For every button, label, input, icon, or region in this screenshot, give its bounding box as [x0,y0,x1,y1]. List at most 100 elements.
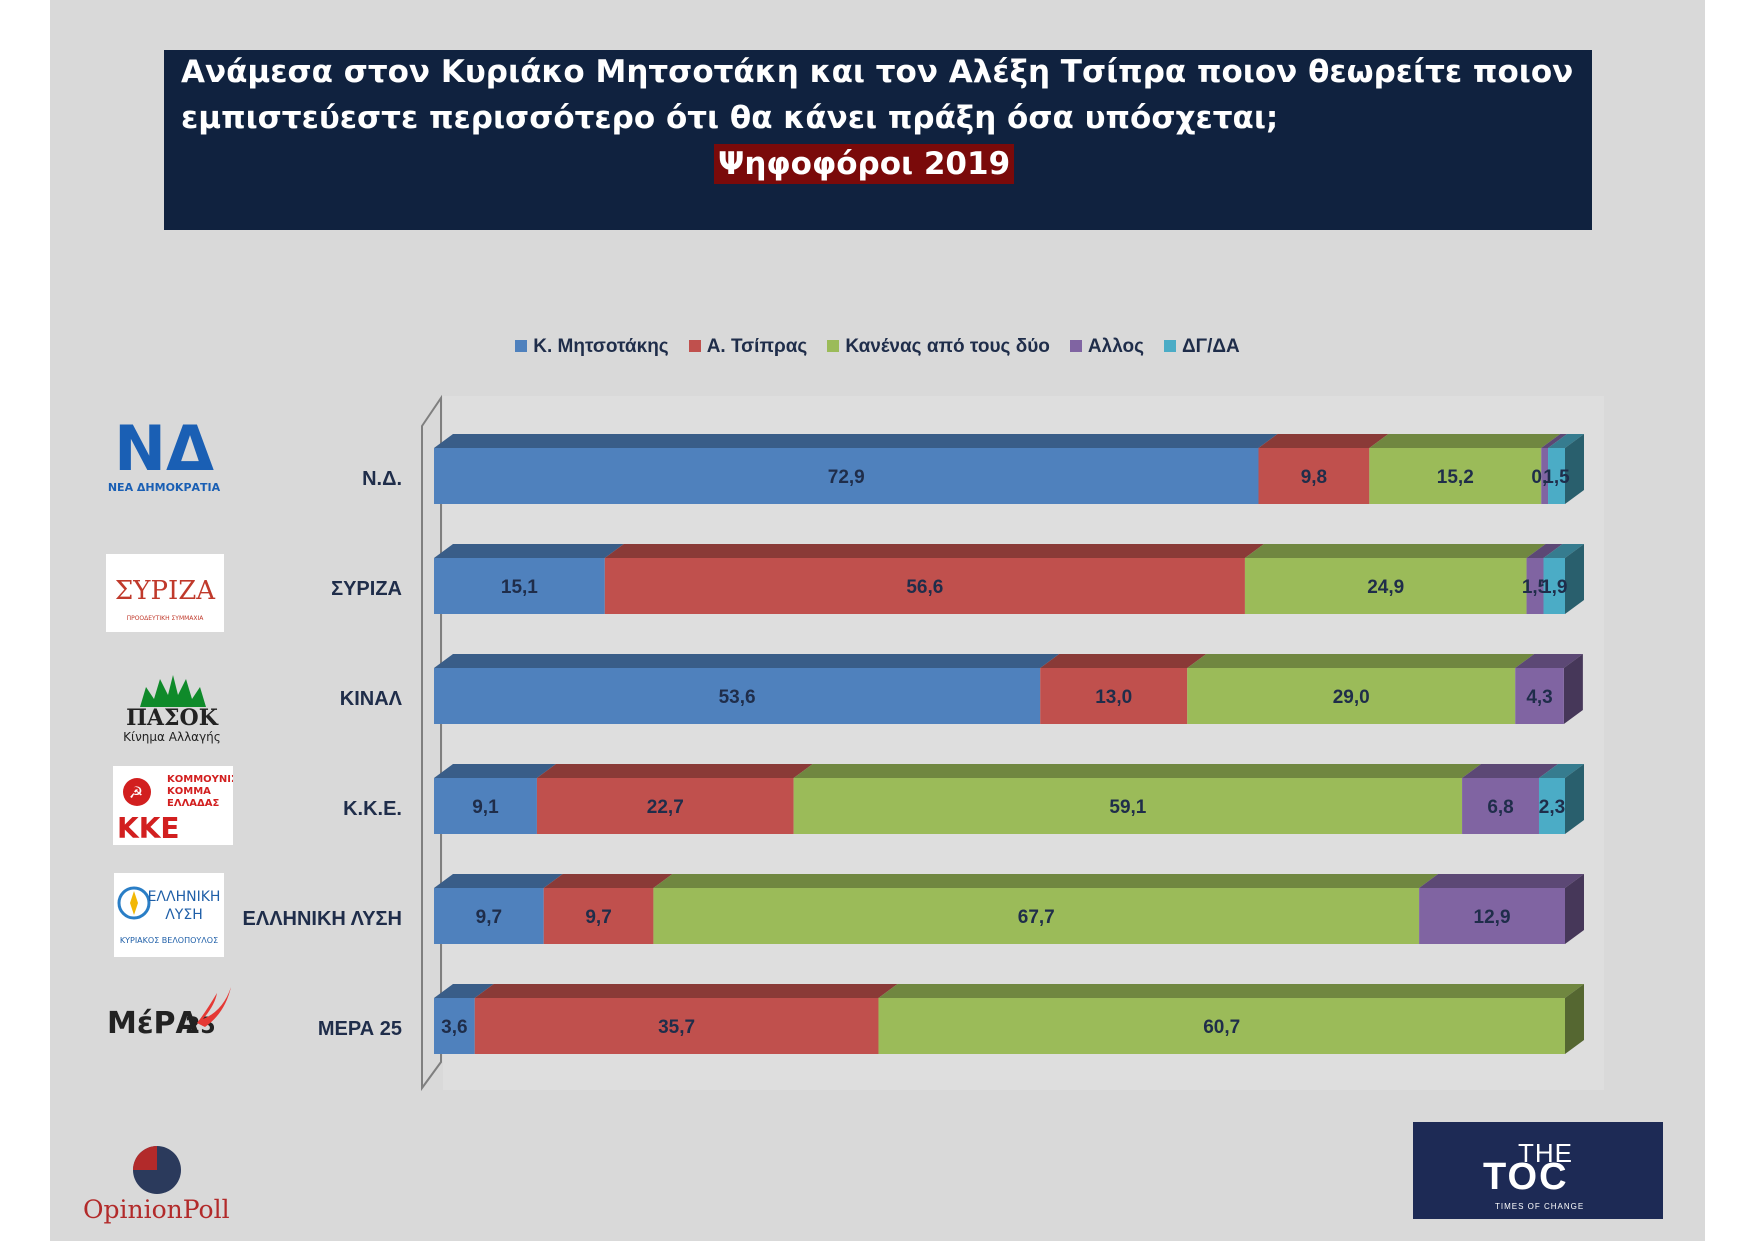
bar-top-0-0 [434,434,1278,448]
chart-subtitle: Ψηφοφόροι 2019 [714,144,1015,184]
legend-label-3: Αλλος [1087,336,1145,357]
syriza-logo-text: ΠΡΟΟΔΕΥΤΙΚΗ ΣΥΜΜΑΧΙΑ [127,615,205,622]
data-label-5-1: 35,7 [658,1017,695,1038]
chart-title-line-1: Ανάμεσα στον Κυριάκο Μητσοτάκη και τον Α… [181,54,1574,90]
bar-0-2 [1369,448,1542,504]
bar-top-4-2 [653,874,1439,888]
legend-item-3: Αλλος [1069,336,1145,358]
bar-top-2-2 [1187,654,1535,668]
bar-1-1 [604,558,1245,614]
bar-side-3 [1565,764,1584,834]
data-label-4-0: 9,7 [476,907,502,928]
bar-top-3-0 [434,764,556,778]
data-label-2-3: 4,3 [1526,687,1552,708]
bar-5-2 [878,998,1565,1054]
toc-logo-toc: TOC [1483,1156,1569,1198]
bar-top-2-0 [434,654,1060,668]
legend-swatch-0 [515,340,528,352]
data-label-1-3: 1,5 [1522,577,1549,598]
data-label-4-1: 9,7 [585,907,611,928]
bar-top-3-2 [793,764,1482,778]
bar-top-1-1 [604,544,1264,558]
bar-4-2 [653,888,1420,944]
toc-logo: THE TOC TIMES OF CHANGE [1413,1122,1663,1219]
bar-side-4 [1565,874,1584,944]
category-label-3: Κ.Κ.Ε. [343,798,402,820]
legend-label-2: Κανένας από τους δύο [845,336,1050,357]
kke-logo: ☭ ΚΚΕ ΚΟΜΜΟΥΝΙΣΤΙΚΟ ΚΟΜΜΑ ΕΛΛΑΔΑΣ [113,766,233,845]
elliniki-lysi-text-2: ΛΥΣΗ [165,907,203,923]
bar-1-0 [434,558,605,614]
bar-2-3 [1515,668,1564,724]
bar-3-3 [1462,778,1539,834]
category-label-2: ΚΙΝΑΛ [340,688,403,710]
title-box: Ανάμεσα στον Κυριάκο Μητσοτάκη και τον Α… [164,50,1592,230]
bar-5-1 [474,998,879,1054]
data-label-2-0: 53,6 [719,687,756,708]
data-label-0-1: 9,8 [1301,467,1327,488]
bar-top-3-1 [536,764,813,778]
legend-item-2: Κανένας από τους δύο [827,336,1050,358]
nd-logo-mark: ΝΔ [114,415,214,485]
data-label-5-0: 3,6 [441,1017,467,1038]
data-label-0-0: 72,9 [828,467,865,488]
data-label-1-2: 24,9 [1367,577,1404,598]
kke-logo-text-2: ΚΟΜΜΑ [167,786,211,797]
nd-logo-text: ΝΕΑ ΔΗΜΟΚΡΑΤΙΑ [108,481,221,494]
data-label-0-4: 1,5 [1543,467,1570,488]
bar-top-0-1 [1258,434,1389,448]
bar-top-4-1 [543,874,673,888]
bar-side-1 [1565,544,1584,614]
legend-swatch-4 [1164,340,1177,352]
data-label-3-1: 22,7 [647,797,684,818]
bar-top-5-0 [434,984,494,998]
legend-item-1: Α. Τσίπρας [688,336,807,358]
mera25-swallow-icon [197,987,231,1027]
data-label-2-1: 13,0 [1095,687,1132,708]
bar-top-1-3 [1526,544,1563,558]
bar-side-5 [1565,984,1584,1054]
pasok-logo-mark: ΠΑΣΟΚ [126,705,219,731]
mera25-logo-mark: ΜέΡΑ [107,1006,200,1041]
data-label-1-1: 56,6 [906,577,943,598]
chart-title-line-2: εμπιστεύεστε περισσότερο ότι θα κάνει πρ… [181,100,1279,136]
bar-5-0 [434,998,475,1054]
legend-item-4: ΔΓ/ΔΑ [1164,336,1240,358]
legend-label-0: Κ. Μητσοτάκης [533,336,669,357]
legend-label-4: ΔΓ/ΔΑ [1182,336,1240,357]
mera25-logo: ΜέΡΑ 25 [107,987,231,1041]
bar-top-1-4 [1543,544,1584,558]
bar-4-3 [1419,888,1565,944]
bar-3-4 [1538,778,1565,834]
kke-emblem-icon [123,778,151,806]
kke-hammer-sickle-icon: ☭ [129,783,143,802]
data-label-2-2: 29,0 [1333,687,1370,708]
data-label-1-0: 15,1 [501,577,538,598]
bar-top-5-1 [474,984,898,998]
bar-2-0 [434,668,1041,724]
category-label-5: ΜΕΡΑ 25 [318,1018,402,1040]
pasok-logo-text: Κίνημα Αλλαγής [123,730,221,744]
elliniki-lysi-emblem-icon [117,886,151,920]
elliniki-lysi-logo: ΕΛΛΗΝΙΚΗ ΛΥΣΗ ΚΥΡΙΑΚΟΣ ΒΕΛΟΠΟΥΛΟΣ [114,873,224,957]
kke-logo-mark: ΚΚΕ [117,812,180,845]
bar-1-4 [1543,558,1565,614]
legend: Κ. Μητσοτάκης Α. Τσίπρας Κανένας από τους … [0,336,1755,358]
kke-logo-text-1: ΚΟΜΜΟΥΝΙΣΤΙΚΟ [167,774,233,785]
legend-swatch-1 [688,340,701,352]
data-label-5-2: 60,7 [1203,1017,1240,1038]
bar-top-0-3 [1541,434,1568,448]
data-label-3-3: 6,8 [1487,797,1513,818]
nd-logo: ΝΔ ΝΕΑ ΔΗΜΟΚΡΑΤΙΑ [108,415,221,494]
category-label-0: Ν.Δ. [362,468,402,490]
bar-3-2 [793,778,1463,834]
bar-0-0 [434,448,1259,504]
bar-4-0 [434,888,544,944]
y-axis-wall [421,394,442,1092]
bar-top-0-2 [1369,434,1561,448]
legend-swatch-2 [827,340,840,352]
toc-logo-the: THE [1518,1138,1573,1168]
toc-logo-tagline: TIMES OF CHANGE [1495,1202,1585,1211]
bar-1-2 [1244,558,1527,614]
